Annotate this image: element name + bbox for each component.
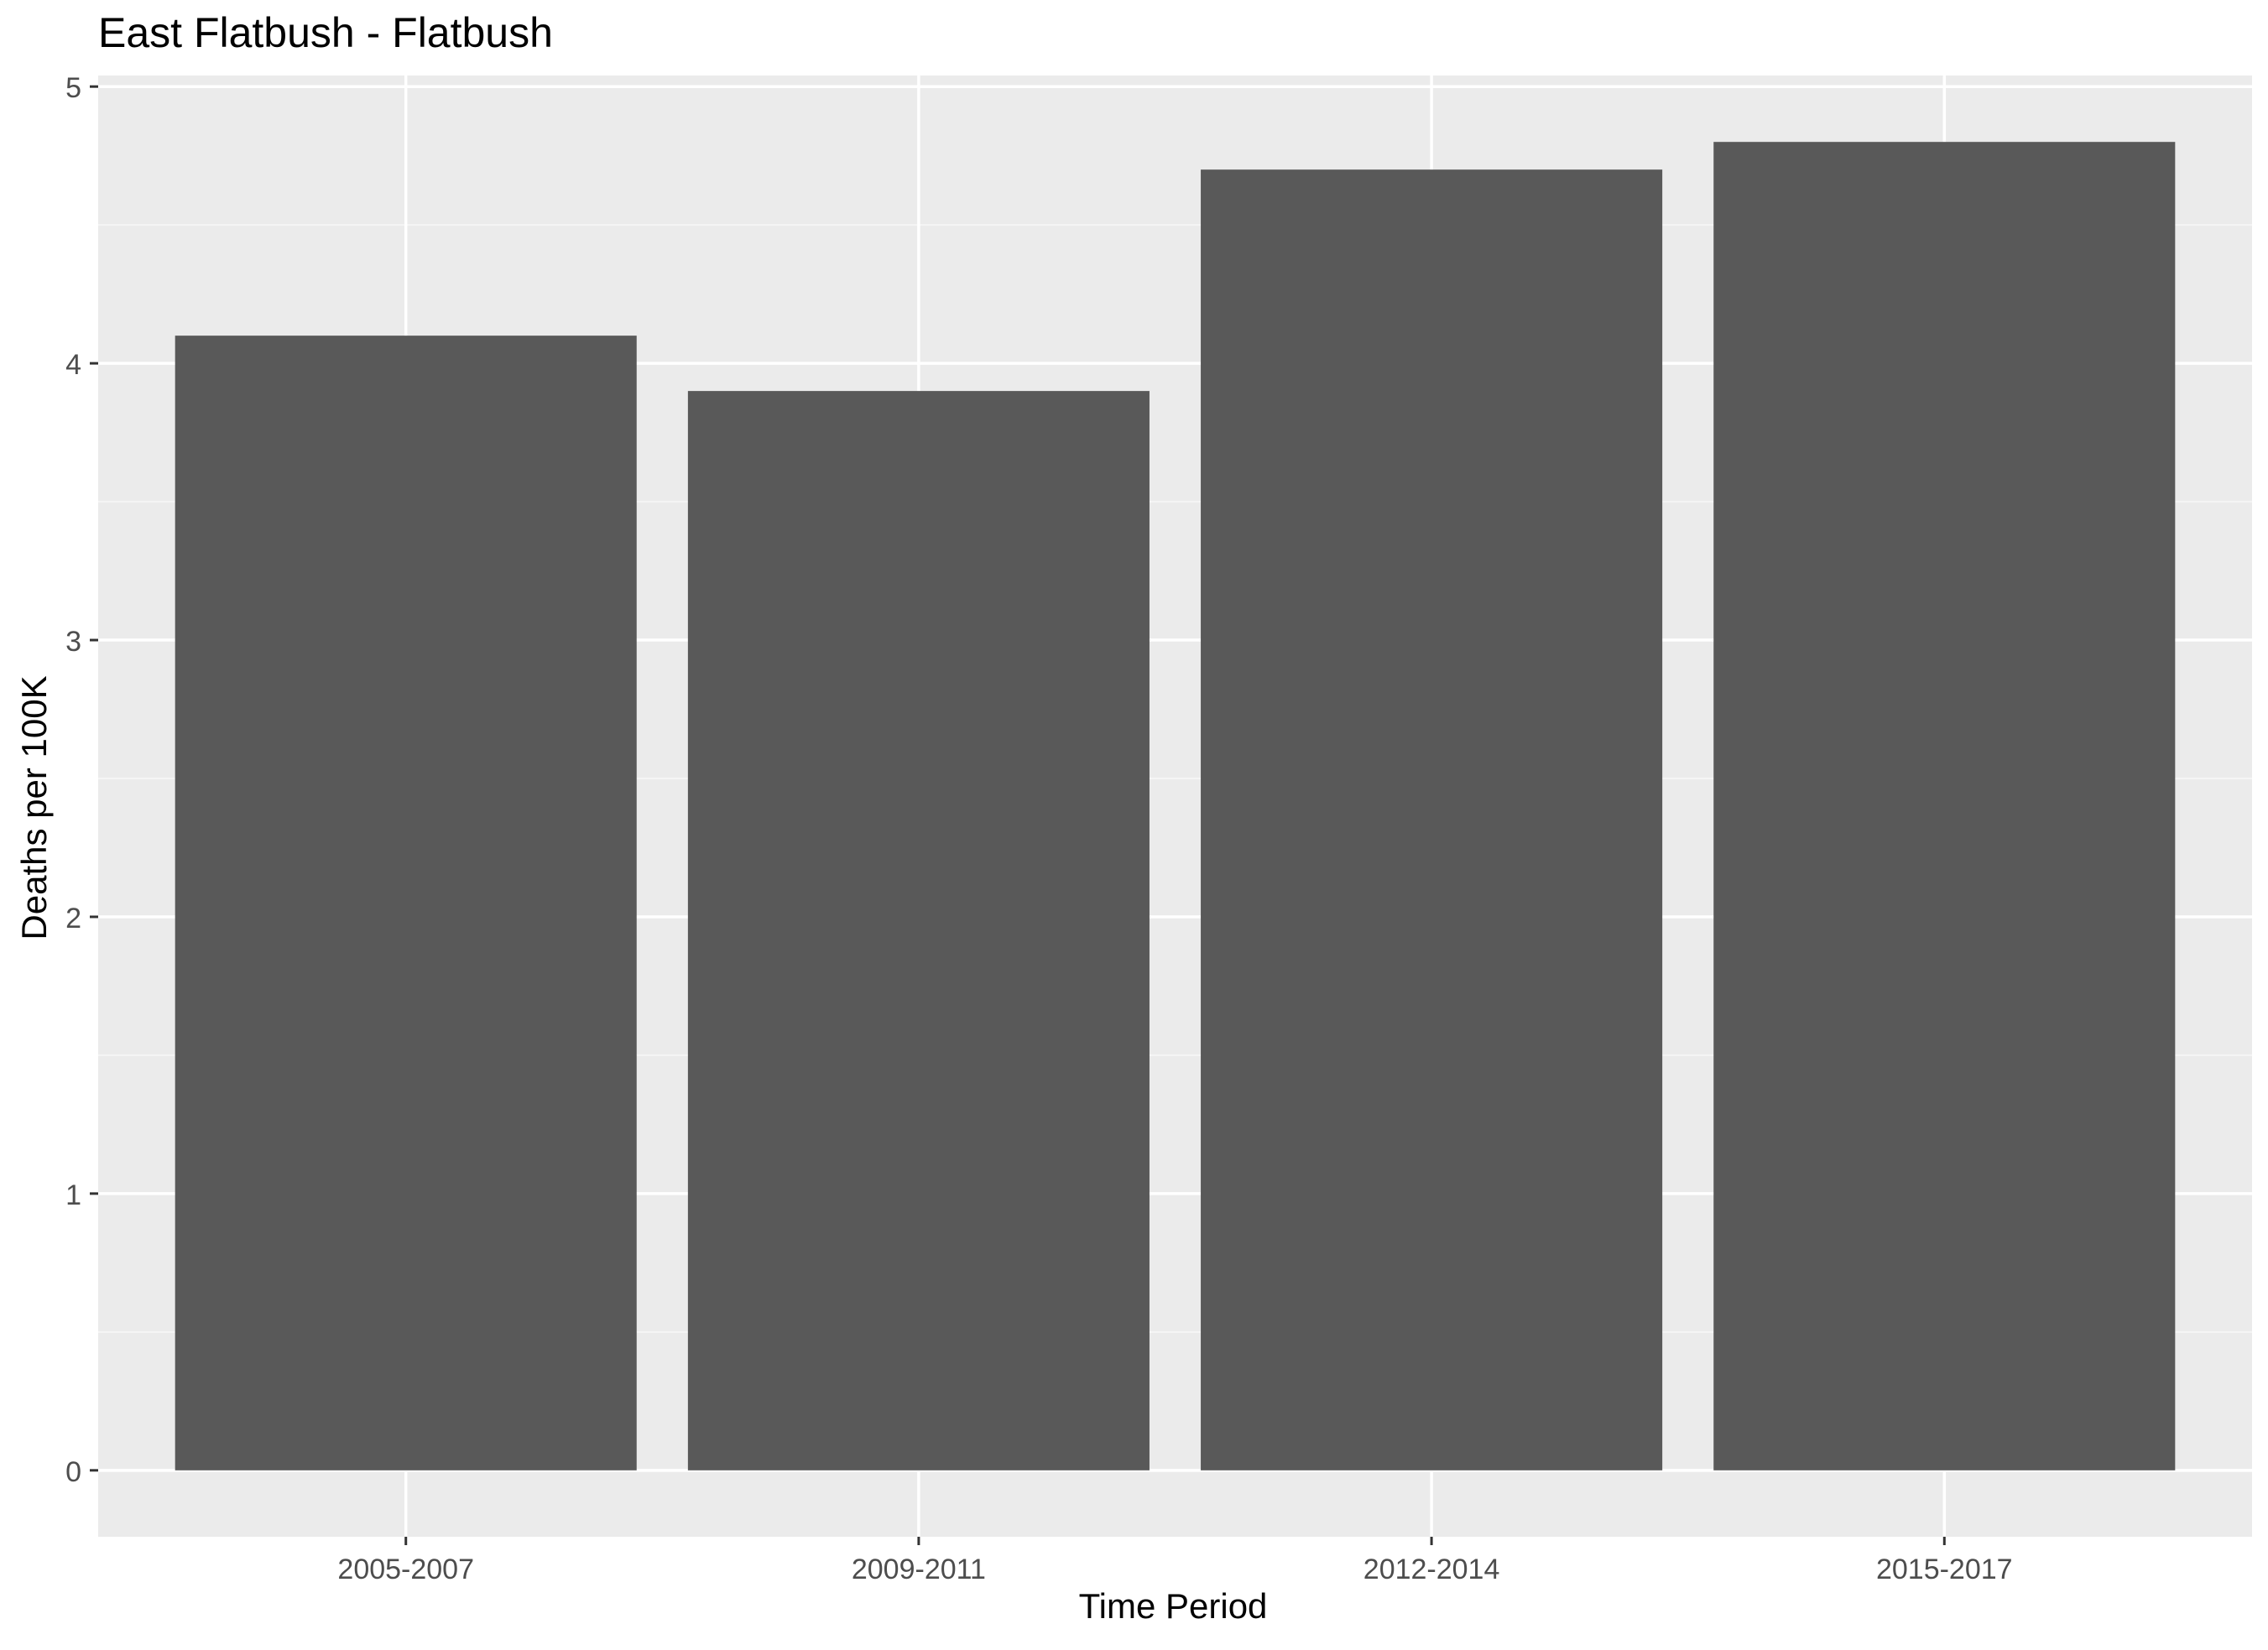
x-axis-title: Time Period — [1079, 1586, 1268, 1626]
bar — [687, 391, 1150, 1470]
bars — [175, 142, 2176, 1470]
bar — [1713, 142, 2176, 1470]
y-tick-label: 4 — [65, 349, 81, 381]
x-axis: 2005-2007 2009-2011 2012-2014 2015-2017 — [337, 1537, 2013, 1585]
x-tick-label: 2015-2017 — [1876, 1554, 2013, 1585]
chart-title: East Flatbush - Flatbush — [98, 9, 553, 56]
x-tick-label: 2005-2007 — [337, 1554, 474, 1585]
y-tick-label: 2 — [65, 903, 81, 934]
y-axis: 0 1 2 3 4 5 — [65, 72, 98, 1488]
bar — [175, 336, 637, 1470]
bar — [1201, 169, 1663, 1470]
y-tick-label: 3 — [65, 626, 81, 658]
y-axis-title: Deaths per 100K — [14, 675, 54, 940]
x-tick-label: 2012-2014 — [1363, 1554, 1500, 1585]
x-tick-label: 2009-2011 — [852, 1554, 986, 1585]
y-tick-label: 1 — [65, 1179, 81, 1211]
y-tick-label: 0 — [65, 1456, 81, 1488]
y-tick-label: 5 — [65, 72, 81, 104]
